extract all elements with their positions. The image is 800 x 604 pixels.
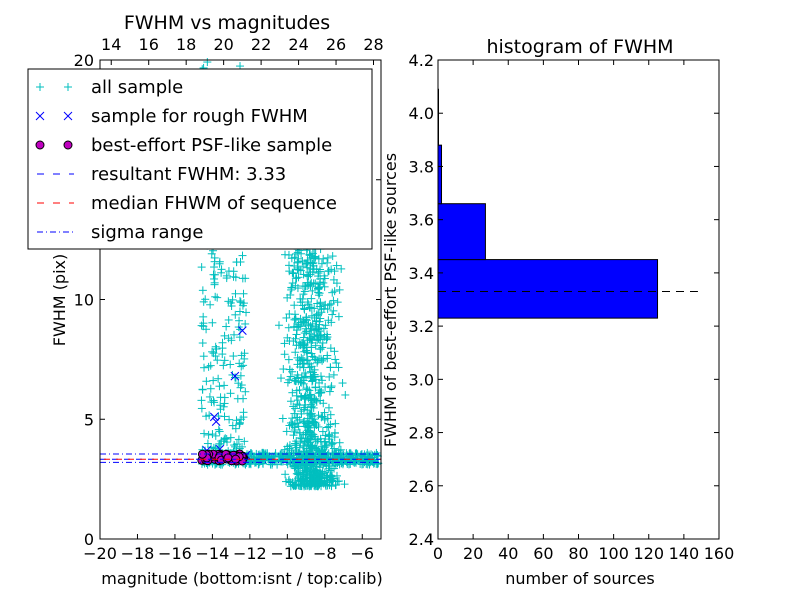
x-tick-label: 120 (633, 544, 664, 563)
x-tick-label: 140 (669, 544, 700, 563)
scatter-y-label: FWHM (pix) (50, 254, 69, 347)
y-tick-label: 3.4 (409, 264, 434, 283)
top-tick-label: 16 (139, 35, 159, 54)
psf-sample-point (224, 454, 232, 462)
scatter-x-label: magnitude (bottom:isnt / top:calib) (101, 569, 382, 588)
x-tick-label: −8 (313, 544, 337, 563)
histogram-title: histogram of FWHM (486, 36, 673, 58)
y-tick-label: 20 (74, 51, 94, 70)
x-tick-label: 60 (533, 544, 553, 563)
x-tick-label: −6 (350, 544, 374, 563)
legend-label: median FHWM of sequence (91, 193, 337, 214)
legend-label: sigma range (91, 222, 203, 243)
histogram-y-label: FWHM of best-effort PSF-like sources (381, 153, 400, 447)
histogram-bar (438, 260, 658, 319)
scatter-title: FWHM vs magnitudes (124, 12, 330, 34)
x-tick-label: 160 (704, 544, 735, 563)
top-tick-label: 26 (326, 35, 346, 54)
scatter-legend: all sample sample for rough FWHM best-effo… (28, 69, 372, 249)
x-tick-label: −10 (270, 544, 304, 563)
histogram-x-label: number of sources (505, 569, 655, 588)
y-tick-label: 2.4 (409, 530, 434, 549)
y-tick-label: 3.2 (409, 317, 434, 336)
x-tick-label: −14 (196, 544, 230, 563)
top-tick-label: 20 (213, 35, 233, 54)
legend-label: best-effort PSF-like sample (91, 135, 332, 156)
y-tick-label: 10 (74, 291, 94, 310)
histogram-bar (438, 204, 485, 260)
y-tick-label: 4.2 (409, 51, 434, 70)
y-tick-label: 3.8 (409, 157, 434, 176)
top-tick-label: 22 (251, 35, 271, 54)
y-tick-label: 4.0 (409, 104, 434, 123)
top-tick-label: 28 (363, 35, 383, 54)
top-tick-label: 18 (176, 35, 196, 54)
x-tick-label: −12 (233, 544, 267, 563)
top-tick-label: 14 (101, 35, 121, 54)
legend-label: sample for rough FWHM (91, 106, 308, 127)
x-tick-label: −16 (158, 544, 192, 563)
x-tick-label: 0 (433, 544, 443, 563)
x-tick-label: 40 (498, 544, 518, 563)
legend-label: all sample (91, 77, 183, 98)
x-tick-label: 20 (463, 544, 483, 563)
top-tick-label: 24 (288, 35, 308, 54)
x-tick-label: −18 (121, 544, 155, 563)
x-tick-label: 100 (598, 544, 629, 563)
histogram-bar (438, 145, 442, 204)
y-tick-label: 0 (84, 530, 94, 549)
x-tick-label: 80 (568, 544, 588, 563)
y-tick-label: 5 (84, 410, 94, 429)
y-tick-label: 3.6 (409, 211, 434, 230)
legend-label: resultant FWHM: 3.33 (91, 164, 286, 185)
y-tick-label: 3.0 (409, 370, 434, 389)
y-tick-label: 2.8 (409, 424, 434, 443)
y-tick-label: 2.6 (409, 477, 434, 496)
